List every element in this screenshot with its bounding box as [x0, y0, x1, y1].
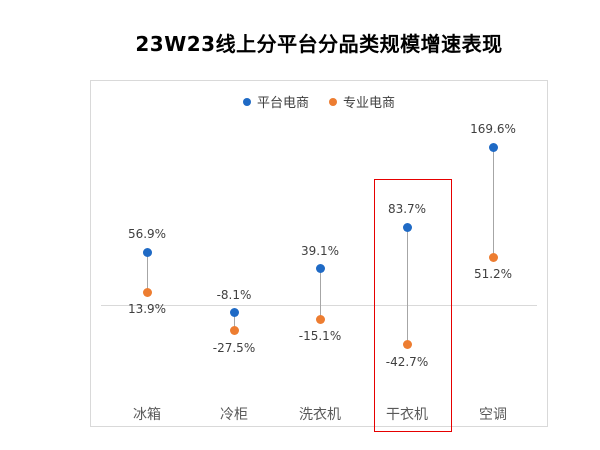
specialist-ecommerce-dot	[402, 340, 412, 350]
stem-line	[146, 252, 148, 293]
value-label-specialist: -42.7%	[385, 354, 429, 369]
platform-ecommerce-dot	[488, 142, 498, 152]
zero-baseline	[101, 305, 537, 306]
platform-ecommerce-dot	[402, 222, 412, 232]
category-label: 干衣机	[386, 407, 428, 423]
chart-title: 23W23线上分平台分品类规模增速表现	[135, 32, 503, 56]
value-label-platform: 39.1%	[300, 243, 340, 258]
legend-label-platform: 平台电商	[256, 96, 309, 111]
legend-item-platform: 平台电商	[242, 92, 309, 111]
stem-line	[406, 227, 408, 345]
value-label-specialist: -15.1%	[298, 329, 342, 344]
legend-dot-platform-icon	[242, 97, 251, 106]
category-label: 空调	[479, 407, 507, 423]
value-label-specialist: 13.9%	[127, 302, 167, 317]
platform-ecommerce-dot	[142, 247, 152, 257]
value-label-specialist: 51.2%	[473, 267, 513, 282]
specialist-ecommerce-dot	[229, 326, 239, 336]
stem-line	[492, 147, 494, 258]
legend-item-specialist: 专业电商	[329, 92, 395, 111]
legend: 平台电商 专业电商	[91, 92, 547, 111]
platform-ecommerce-dot	[315, 264, 325, 274]
legend-dot-specialist-icon	[329, 97, 337, 106]
stem-line	[319, 268, 321, 320]
specialist-ecommerce-dot	[488, 252, 498, 262]
specialist-ecommerce-dot	[142, 287, 152, 297]
category-label: 洗衣机	[299, 407, 341, 423]
value-label-platform: 56.9%	[127, 227, 167, 242]
value-label-platform: 169.6%	[470, 122, 516, 137]
value-label-platform: -8.1%	[216, 287, 252, 302]
chart-card: 平台电商 专业电商 56.9% 13.9% 冰箱 -8.1% -27.5% 冷柜 39.1%…	[90, 80, 548, 427]
category-label: 冰箱	[133, 407, 161, 423]
value-label-specialist: -27.5%	[212, 340, 256, 355]
legend-label-specialist: 专业电商	[343, 96, 396, 111]
stem-line	[233, 312, 235, 331]
category-label: 冷柜	[220, 407, 248, 423]
specialist-ecommerce-dot	[315, 314, 325, 324]
value-label-platform: 83.7%	[387, 202, 427, 217]
plot-area: 56.9% 13.9% 冰箱 -8.1% -27.5% 冷柜 39.1% -15.1% 洗衣机 8…	[91, 81, 547, 426]
platform-ecommerce-dot	[229, 308, 239, 318]
